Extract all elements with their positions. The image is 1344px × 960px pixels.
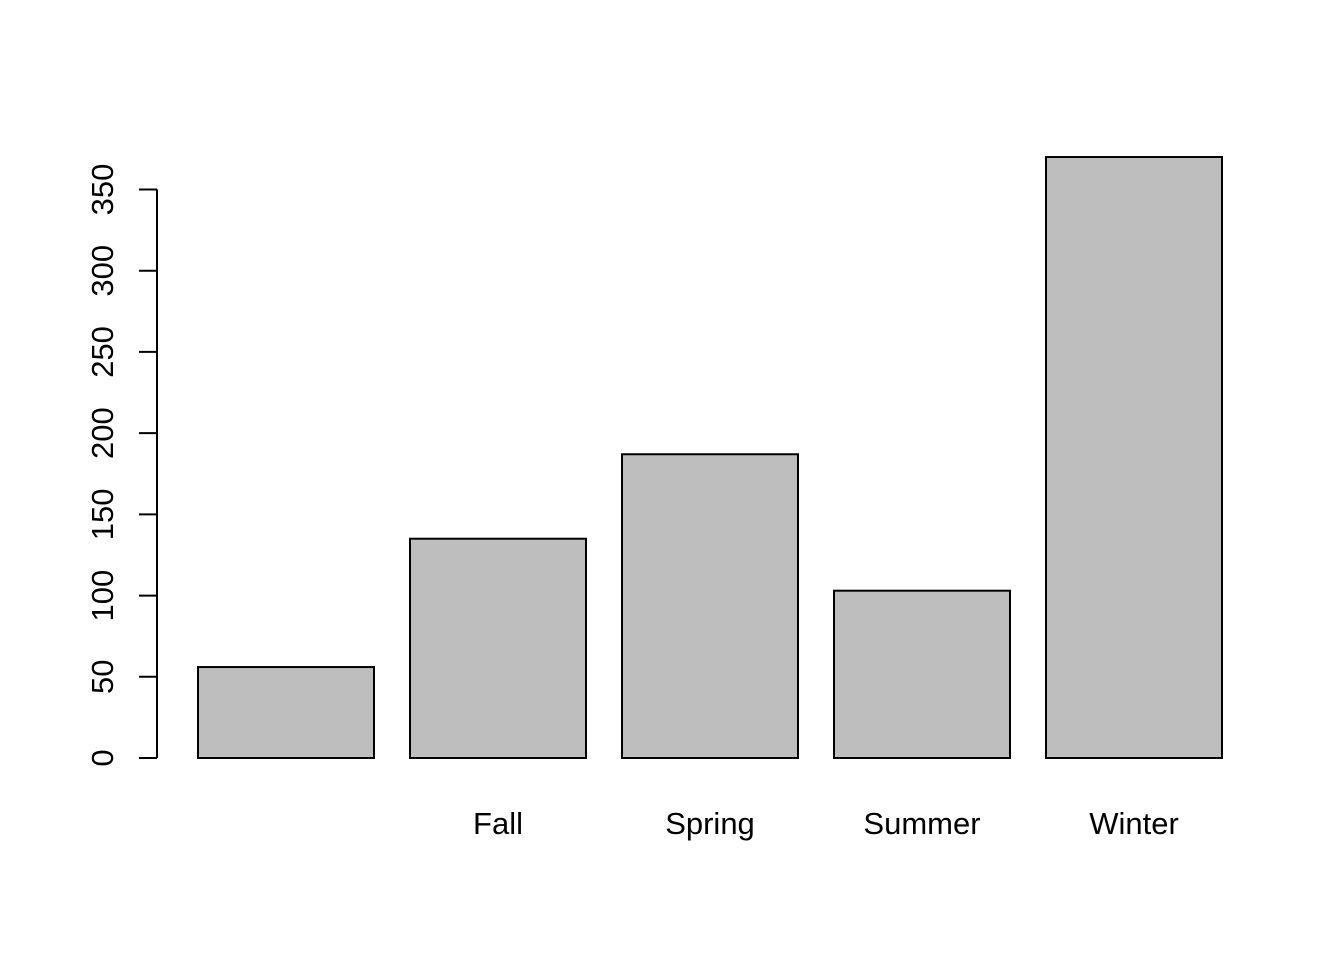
y-tick-label: 350 [85,164,120,216]
y-tick-label: 200 [85,407,120,459]
y-tick-label: 250 [85,326,120,378]
bar-summer [833,589,1011,759]
x-category-label: Winter [1089,806,1179,841]
x-axis-labels: Fall Spring Summer Winter [473,806,1179,841]
y-tick-label: 100 [85,570,120,622]
y-axis: 0 50 100 150 200 250 300 350 [85,164,158,767]
bar-spring [621,453,799,759]
bar-winter [1045,156,1223,760]
bars [197,156,1223,760]
bar-fall [409,537,587,759]
x-category-label: Spring [665,806,755,841]
x-category-label: Summer [863,806,980,841]
bar-unlabeled [197,666,375,759]
y-tick-label: 0 [85,749,120,766]
y-tick-label: 50 [85,660,120,694]
x-category-label: Fall [473,806,523,841]
y-tick-label: 300 [85,245,120,297]
y-tick-label: 150 [85,488,120,540]
